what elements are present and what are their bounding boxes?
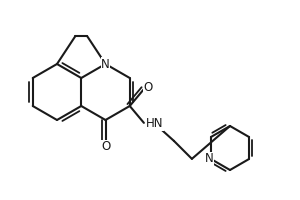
Text: N: N [101, 58, 110, 71]
Text: N: N [205, 152, 213, 166]
Text: O: O [101, 140, 110, 154]
Text: O: O [143, 81, 152, 94]
Text: HN: HN [146, 117, 164, 130]
